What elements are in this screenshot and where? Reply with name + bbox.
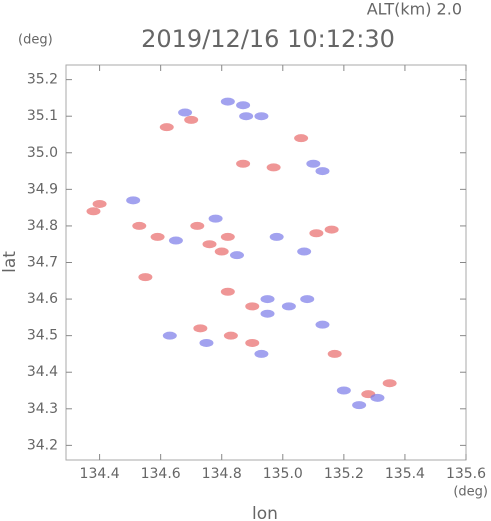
y-tick-label: 34.8 xyxy=(27,218,58,234)
x-tick-label: 134.8 xyxy=(202,466,242,482)
y-axis-label: lat xyxy=(0,251,20,273)
echo-point xyxy=(208,214,223,223)
echo-point xyxy=(202,240,217,249)
echo-point xyxy=(86,207,101,216)
echo-point xyxy=(352,401,367,410)
echo-point xyxy=(245,338,260,347)
y-tick-label: 35.0 xyxy=(27,145,58,161)
echo-point xyxy=(168,236,183,245)
echo-point xyxy=(92,199,107,208)
echo-point xyxy=(190,221,205,230)
echo-point xyxy=(239,112,254,121)
echo-point xyxy=(132,221,147,230)
x-tick-label: 134.4 xyxy=(80,466,120,482)
echo-point xyxy=(150,232,165,241)
altitude-label: ALT(km) 2.0 xyxy=(367,0,462,19)
echo-point xyxy=(236,101,251,110)
echo-point xyxy=(138,273,153,282)
echo-point xyxy=(281,302,296,311)
x-tick-label: 134.6 xyxy=(141,466,181,482)
y-tick-label: 35.2 xyxy=(27,72,58,88)
echo-point xyxy=(324,225,339,234)
y-tick-label: 34.9 xyxy=(27,181,58,197)
echo-point xyxy=(159,123,174,132)
x-axis-label: lon xyxy=(252,504,278,521)
echo-point xyxy=(266,163,281,172)
y-tick-label: 34.4 xyxy=(27,364,58,380)
echo-point xyxy=(294,134,309,143)
echo-point xyxy=(126,196,141,205)
echo-point xyxy=(370,393,385,402)
echo-point xyxy=(306,159,321,168)
echo-point xyxy=(220,97,235,106)
echo-point xyxy=(254,349,269,358)
x-tick-label: 135.0 xyxy=(263,466,303,482)
x-tick-label: 135.6 xyxy=(446,466,486,482)
x-tick-label: 135.2 xyxy=(324,466,364,482)
y-tick-label: 34.5 xyxy=(27,328,58,344)
echo-point xyxy=(269,232,284,241)
echo-point xyxy=(223,331,238,340)
echo-point xyxy=(220,232,235,241)
x-unit: (deg) xyxy=(453,485,488,500)
echo-point xyxy=(178,108,193,117)
echo-point xyxy=(327,349,342,358)
echo-point xyxy=(199,338,214,347)
echo-point xyxy=(245,302,260,311)
echo-point xyxy=(229,251,244,260)
y-tick-label: 34.6 xyxy=(27,291,58,307)
echo-point xyxy=(300,295,315,304)
echo-point xyxy=(214,247,229,256)
x-tick-label: 135.4 xyxy=(385,466,425,482)
echo-point xyxy=(254,112,269,121)
echo-point xyxy=(260,309,275,318)
echo-point xyxy=(162,331,177,340)
echo-point xyxy=(297,247,312,256)
echo-point xyxy=(184,115,199,124)
y-tick-label: 34.3 xyxy=(27,401,58,417)
echo-point xyxy=(315,320,330,329)
echo-point xyxy=(315,167,330,176)
echo-point xyxy=(382,379,397,388)
echo-point xyxy=(236,159,251,168)
echo-point xyxy=(260,295,275,304)
echo-point xyxy=(220,287,235,296)
y-tick-label: 35.1 xyxy=(27,108,58,124)
echo-point xyxy=(193,324,208,333)
y-tick-label: 34.7 xyxy=(27,255,58,271)
y-unit: (deg) xyxy=(18,33,53,48)
echo-point xyxy=(309,229,324,238)
y-tick-label: 34.2 xyxy=(27,437,58,453)
chart-title: 2019/12/16 10:12:30 xyxy=(141,25,395,53)
plot-frame xyxy=(65,64,467,461)
echo-point xyxy=(336,386,351,395)
